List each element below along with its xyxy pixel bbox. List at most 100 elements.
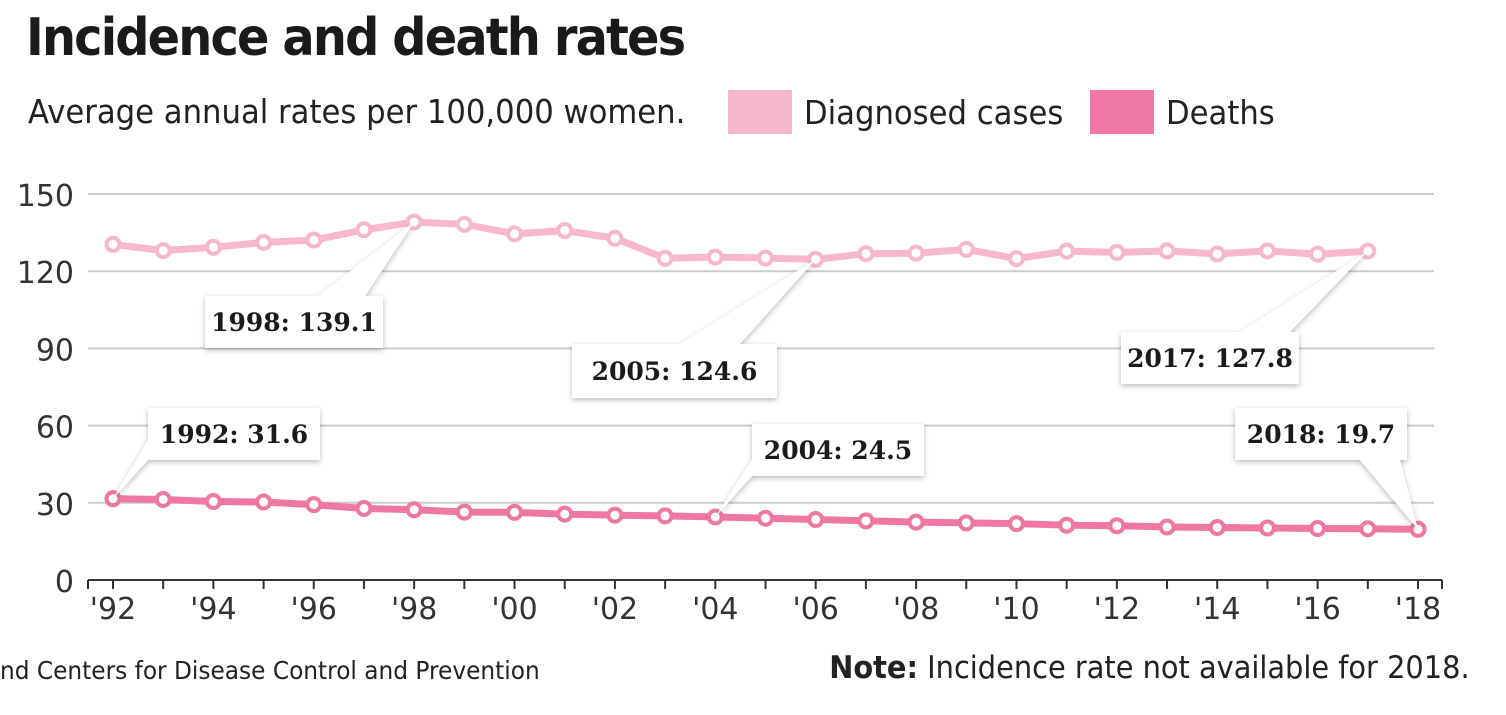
callout-box <box>205 296 383 348</box>
point-diagnosed-2013 <box>1158 242 1176 260</box>
x-tick-label-2012: '12 <box>1094 592 1140 627</box>
point-deaths-2005 <box>757 509 774 527</box>
point-diagnosed-2005 <box>757 249 774 267</box>
callout-pointer <box>1360 460 1418 530</box>
callout-label-1992-deaths: 1992: 31.6 <box>160 420 308 449</box>
note-body: Incidence rate not available for 2018. <box>918 650 1470 686</box>
point-diagnosed-1999 <box>455 215 473 233</box>
point-deaths-2010 <box>1007 515 1025 533</box>
legend-swatch-diagnosed <box>728 90 792 134</box>
callout-box <box>1235 408 1407 460</box>
callout-label-2004-deaths: 2004: 24.5 <box>764 436 912 465</box>
point-deaths-2006 <box>807 511 825 529</box>
point-deaths-1998 <box>405 501 423 519</box>
x-tick-label-2018: '18 <box>1395 592 1441 627</box>
x-tick-label-1994: '94 <box>190 592 236 627</box>
y-tick-label-30: 30 <box>36 488 74 523</box>
point-diagnosed-1993 <box>154 242 172 260</box>
point-diagnosed-2007 <box>857 245 875 263</box>
callout-1998-diagnosed <box>205 222 415 348</box>
callout-pointer <box>680 259 816 344</box>
callout-1992-deaths <box>113 408 320 499</box>
x-tick-label-2000: '00 <box>491 592 537 627</box>
note-text: Note: Incidence rate not available for 2… <box>830 650 1470 686</box>
point-diagnosed-2016 <box>1309 245 1327 263</box>
callout-box <box>148 408 320 460</box>
point-diagnosed-1994 <box>204 238 222 256</box>
point-deaths-2008 <box>907 513 925 531</box>
callout-box <box>572 344 777 398</box>
point-deaths-2011 <box>1058 516 1076 534</box>
point-deaths-2002 <box>606 506 624 524</box>
callout-box <box>1121 332 1299 384</box>
callout-2004-deaths <box>715 424 924 517</box>
callout-pointer <box>318 222 415 296</box>
point-deaths-1999 <box>455 503 473 521</box>
point-diagnosed-2003 <box>656 249 674 267</box>
legend-label-diagnosed: Diagnosed cases <box>804 92 1064 132</box>
callout-2017-diagnosed <box>1121 251 1368 384</box>
point-deaths-2015 <box>1258 519 1276 537</box>
point-deaths-2012 <box>1108 517 1126 535</box>
point-deaths-2017 <box>1359 520 1377 538</box>
point-diagnosed-2014 <box>1208 245 1226 263</box>
x-tick-label-2006: '06 <box>792 592 838 627</box>
point-diagnosed-2015 <box>1258 242 1276 260</box>
point-deaths-1997 <box>355 499 373 517</box>
point-diagnosed-2001 <box>556 222 574 240</box>
x-tick-label-2016: '16 <box>1294 592 1340 627</box>
point-deaths-2007 <box>857 512 875 530</box>
point-deaths-1994 <box>204 493 222 511</box>
x-tick-label-2010: '10 <box>993 592 1039 627</box>
point-diagnosed-2012 <box>1108 243 1126 261</box>
chart-title: Incidence and death rates <box>26 8 686 68</box>
point-deaths-2014 <box>1208 519 1226 537</box>
point-deaths-1993 <box>154 490 172 508</box>
point-diagnosed-1996 <box>305 231 323 249</box>
callout-label-2006-diagnosed: 2005: 124.6 <box>592 357 758 386</box>
point-deaths-2009 <box>957 514 975 532</box>
point-diagnosed-1995 <box>255 233 273 251</box>
point-deaths-1996 <box>305 496 323 514</box>
x-tick-label-2014: '14 <box>1194 592 1240 627</box>
point-diagnosed-2000 <box>506 225 524 243</box>
callout-box <box>752 424 924 476</box>
source-text: nd Centers for Disease Control and Preve… <box>0 656 540 685</box>
point-deaths-2013 <box>1158 518 1176 536</box>
x-tick-label-1998: '98 <box>391 592 437 627</box>
point-diagnosed-2004 <box>706 248 724 266</box>
series-line-diagnosed <box>109 218 1372 263</box>
x-tick-label-2008: '08 <box>893 592 939 627</box>
callout-2006-diagnosed <box>572 259 816 398</box>
point-diagnosed-2008 <box>907 244 925 262</box>
point-deaths-2016 <box>1309 520 1327 538</box>
point-deaths-2003 <box>656 507 674 525</box>
legend-label-deaths: Deaths <box>1166 92 1275 132</box>
legend-swatch-deaths <box>1090 90 1154 134</box>
x-tick-label-1996: '96 <box>291 592 337 627</box>
x-tick-label-2004: '04 <box>692 592 738 627</box>
callout-2018-deaths <box>1235 408 1418 530</box>
point-deaths-1995 <box>255 493 273 511</box>
callout-label-1998-diagnosed: 1998: 139.1 <box>211 308 377 337</box>
legend-item-diagnosed: Diagnosed cases <box>728 90 1083 134</box>
callout-pointer <box>715 460 752 517</box>
point-diagnosed-1992 <box>104 235 122 253</box>
point-deaths-2001 <box>556 505 574 523</box>
point-deaths-2000 <box>506 503 524 521</box>
callout-pointer <box>113 440 148 499</box>
x-tick-label-2002: '02 <box>592 592 638 627</box>
callout-label-2017-diagnosed: 2017: 127.8 <box>1127 344 1293 373</box>
point-diagnosed-2002 <box>606 229 624 247</box>
point-diagnosed-2010 <box>1007 250 1025 268</box>
point-diagnosed-2009 <box>957 240 975 258</box>
callout-pointer <box>1240 251 1368 332</box>
note-label: Note: <box>829 650 919 686</box>
y-tick-label-0: 0 <box>55 565 74 600</box>
chart-subtitle: Average annual rates per 100,000 women. <box>28 92 686 131</box>
callout-label-2018-deaths: 2018: 19.7 <box>1247 420 1395 449</box>
y-tick-label-120: 120 <box>17 256 74 291</box>
legend-item-deaths: Deaths <box>1090 90 1283 134</box>
y-tick-label-60: 60 <box>36 411 74 446</box>
